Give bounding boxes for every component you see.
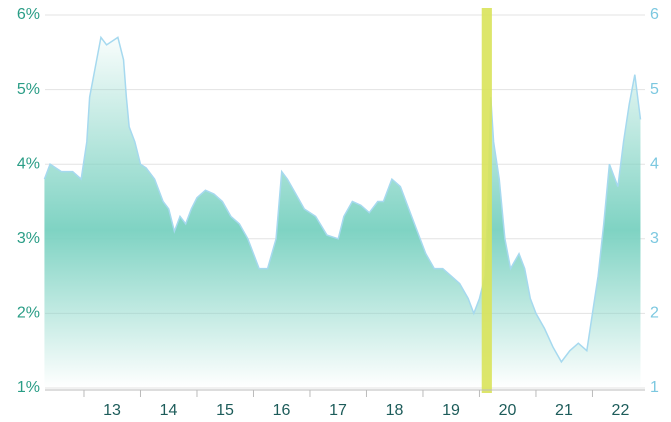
x-tick-label: 15 [216,402,234,419]
y2-tick-label: 1 [650,379,659,396]
x-tick-label: 13 [103,402,121,419]
y-tick-label: 3% [17,230,40,247]
x-tick-label: 16 [273,402,291,419]
x-tick-label: 22 [612,402,630,419]
y-tick-label: 6% [17,6,40,23]
y2-tick-label: 6 [650,6,659,23]
x-tick-label: 14 [160,402,178,419]
y-tick-label: 5% [17,81,40,98]
highlight-band [481,8,492,393]
x-tick-label: 17 [329,402,347,419]
x-tick-label: 19 [442,402,460,419]
y2-tick-label: 2 [650,305,659,322]
y2-tick-label: 3 [650,230,659,247]
y2-tick-label: 4 [650,155,659,172]
y2-tick-label: 5 [650,81,659,98]
line [43,35,642,364]
y-tick-label: 1% [17,379,40,396]
x-tick-label: 20 [499,402,517,419]
y-tick-label: 4% [17,155,40,172]
x-tick-label: 18 [386,402,404,419]
y-tick-label: 2% [17,305,40,322]
x-tick-label: 21 [555,402,573,419]
